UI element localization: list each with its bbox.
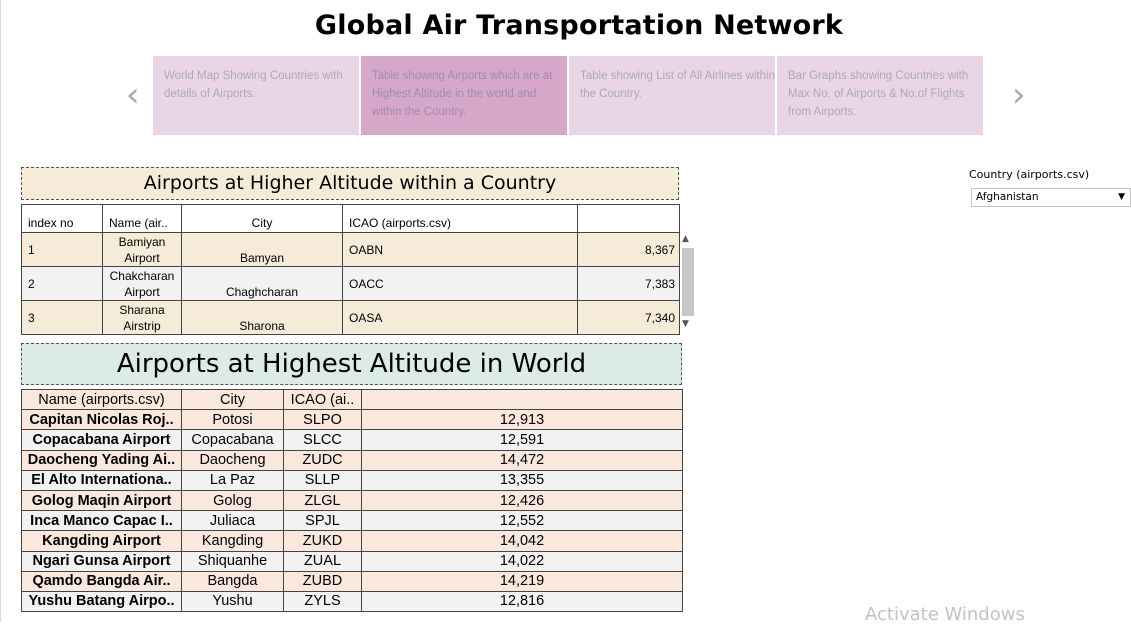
cell-city: Sharona — [181, 300, 343, 335]
col-header-altitude[interactable] — [577, 204, 680, 233]
story-point-airlines[interactable]: Table showing List of All Airlines withi… — [569, 56, 775, 135]
col-header-icao[interactable]: ICAO (ai.. — [283, 388, 362, 411]
cell-city: Shiquanhe — [181, 550, 284, 572]
col-header-name[interactable]: Name (air.. — [102, 204, 182, 233]
table-row[interactable]: Inca Manco Capac I.. Juliaca SPJL 12,552 — [21, 510, 683, 532]
cell-name: Bamiyan Airport — [102, 232, 182, 267]
cell-name: Golog Maqin Airport — [21, 489, 182, 512]
cell-city: Potosi — [181, 409, 284, 431]
cell-city: Bangda — [181, 570, 284, 592]
country-filter-dropdown[interactable]: Afghanistan ▼ — [971, 188, 1131, 207]
cell-altitude: 13,355 — [361, 469, 683, 491]
cell-altitude: 12,552 — [361, 510, 683, 532]
cell-icao: SPJL — [283, 510, 362, 532]
table-row[interactable]: El Alto Internationa.. La Paz SLLP 13,35… — [21, 469, 683, 491]
cell-city: Copacabana — [181, 429, 284, 451]
cell-icao: ZUKD — [283, 530, 362, 552]
cell-name: Qamdo Bangda Air.. — [21, 570, 182, 592]
story-point-bar-graphs[interactable]: Bar Graphs showing Countries with Max No… — [777, 56, 983, 135]
cell-name: El Alto Internationa.. — [21, 469, 182, 491]
cell-name: Daocheng Yading Ai.. — [21, 449, 182, 471]
cell-icao: ZYLS — [283, 590, 362, 613]
cell-icao: ZLGL — [283, 489, 362, 512]
cell-icao: SLLP — [283, 469, 362, 491]
page-title: Global Air Transportation Network — [314, 10, 844, 41]
col-header-name[interactable]: Name (airports.csv) — [21, 388, 182, 411]
cell-altitude: 7,383 — [577, 266, 680, 301]
cell-name: Inca Manco Capac I.. — [21, 510, 182, 532]
country-altitude-table: index no Name (air.. City ICAO (airports… — [21, 204, 680, 335]
cell-icao: OABN — [342, 232, 578, 267]
cell-altitude: 12,426 — [361, 489, 683, 512]
cell-name: Yushu Batang Airpo.. — [21, 590, 182, 613]
cell-altitude: 12,913 — [361, 409, 683, 431]
table-row[interactable]: 2 Chakcharan Airport Chaghcharan OACC 7,… — [21, 266, 680, 301]
cell-name: Sharana Airstrip — [102, 300, 182, 335]
table-row[interactable]: Qamdo Bangda Air.. Bangda ZUBD 14,219 — [21, 570, 683, 592]
scrollbar-thumb[interactable] — [682, 248, 694, 316]
cell-name: Capitan Nicolas Roj.. — [21, 409, 182, 431]
cell-name: Ngari Gunsa Airport — [21, 550, 182, 572]
country-table-title: Airports at Higher Altitude within a Cou… — [21, 167, 679, 200]
cell-icao: ZUBD — [283, 570, 362, 592]
table-row[interactable]: 1 Bamiyan Airport Bamyan OABN 8,367 — [21, 232, 680, 267]
cell-name: Chakcharan Airport — [102, 266, 182, 301]
cell-altitude: 12,816 — [361, 590, 683, 613]
cell-altitude: 12,591 — [361, 429, 683, 451]
cell-city: Kangding — [181, 530, 284, 552]
cell-city: Juliaca — [181, 510, 284, 532]
table-row[interactable]: Copacabana Airport Copacabana SLCC 12,59… — [21, 429, 683, 451]
dropdown-arrow-icon[interactable]: ▼ — [1118, 192, 1125, 202]
table-row[interactable]: Capitan Nicolas Roj.. Potosi SLPO 12,913 — [21, 409, 683, 431]
table-scrollbar[interactable]: ▲ ▼ — [680, 233, 695, 333]
table-row[interactable]: 3 Sharana Airstrip Sharona OASA 7,340 — [21, 300, 680, 335]
prev-story-arrow-icon[interactable]: ‹ — [126, 75, 140, 115]
cell-altitude: 14,219 — [361, 570, 683, 592]
cell-altitude: 8,367 — [577, 232, 680, 267]
col-header-icao[interactable]: ICAO (airports.csv) — [342, 204, 578, 233]
country-filter-value: Afghanistan — [976, 191, 1039, 203]
col-header-city[interactable]: City — [181, 388, 284, 411]
cell-city: Bamyan — [181, 232, 343, 267]
cell-city: Chaghcharan — [181, 266, 343, 301]
cell-icao: SLPO — [283, 409, 362, 431]
cell-city: La Paz — [181, 469, 284, 491]
country-filter-label: Country (airports.csv) — [969, 168, 1090, 181]
world-altitude-table: Name (airports.csv) City ICAO (ai.. Capi… — [21, 388, 683, 613]
cell-index: 1 — [21, 232, 103, 267]
cell-city: Daocheng — [181, 449, 284, 471]
story-navigator: World Map Showing Countries with details… — [153, 56, 985, 135]
activate-windows-watermark: Activate Windows — [865, 604, 1025, 625]
cell-altitude: 7,340 — [577, 300, 680, 335]
table-row[interactable]: Ngari Gunsa Airport Shiquanhe ZUAL 14,02… — [21, 550, 683, 572]
table-row[interactable]: Golog Maqin Airport Golog ZLGL 12,426 — [21, 489, 683, 512]
cell-index: 2 — [21, 266, 103, 301]
col-header-city[interactable]: City — [181, 204, 343, 233]
cell-icao: OASA — [342, 300, 578, 335]
story-point-altitude-tables[interactable]: Table showing Airports which are at High… — [361, 56, 567, 135]
cell-icao: ZUAL — [283, 550, 362, 572]
cell-altitude: 14,042 — [361, 530, 683, 552]
cell-city: Yushu — [181, 590, 284, 613]
cell-icao: SLCC — [283, 429, 362, 451]
cell-altitude: 14,022 — [361, 550, 683, 572]
cell-icao: OACC — [342, 266, 578, 301]
world-table-title: Airports at Highest Altitude in World — [21, 343, 682, 385]
story-point-world-map[interactable]: World Map Showing Countries with details… — [153, 56, 359, 135]
table-row[interactable]: Daocheng Yading Ai.. Daocheng ZUDC 14,47… — [21, 449, 683, 471]
cell-name: Copacabana Airport — [21, 429, 182, 451]
cell-icao: ZUDC — [283, 449, 362, 471]
cell-city: Golog — [181, 489, 284, 512]
col-header-altitude[interactable] — [361, 388, 683, 411]
cell-altitude: 14,472 — [361, 449, 683, 471]
next-story-arrow-icon[interactable]: › — [1012, 75, 1026, 115]
col-header-index[interactable]: index no — [21, 204, 103, 233]
window-left-edge — [0, 0, 1, 622]
scroll-down-icon[interactable]: ▼ — [682, 319, 689, 329]
table-row[interactable]: Yushu Batang Airpo.. Yushu ZYLS 12,816 — [21, 590, 683, 613]
cell-name: Kangding Airport — [21, 530, 182, 552]
scroll-up-icon[interactable]: ▲ — [682, 234, 689, 244]
cell-index: 3 — [21, 300, 103, 335]
table-row[interactable]: Kangding Airport Kangding ZUKD 14,042 — [21, 530, 683, 552]
